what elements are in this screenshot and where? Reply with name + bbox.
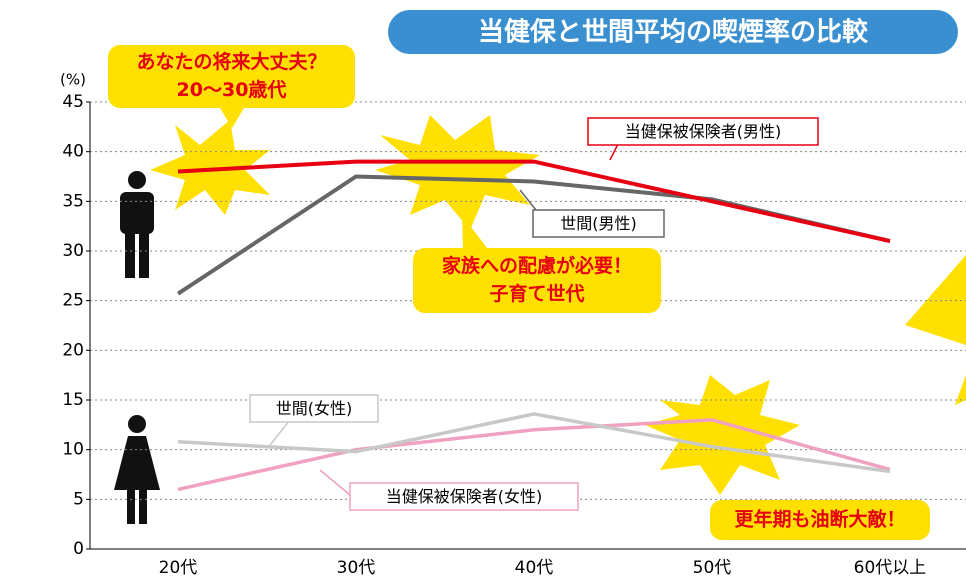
annotation-text: 家族への配慮が必要！ xyxy=(442,254,632,277)
callout-tail xyxy=(462,215,487,248)
y-tick-label: 25 xyxy=(62,291,84,311)
y-tick-label: 45 xyxy=(62,92,84,112)
title-box xyxy=(388,10,958,54)
series-line xyxy=(177,418,891,492)
legend-label: 世間(女性) xyxy=(276,399,353,418)
y-tick-label: 30 xyxy=(62,241,84,261)
annotation-box xyxy=(413,248,661,313)
y-tick-label: 40 xyxy=(62,142,84,162)
series-line xyxy=(177,159,891,244)
burst xyxy=(955,375,966,405)
x-tick-label: 30代 xyxy=(337,558,376,578)
y-tick-label: 15 xyxy=(62,390,84,410)
legend-label: 当健保被保険者(男性) xyxy=(625,122,782,141)
leader-line xyxy=(319,469,351,496)
female-icon xyxy=(114,415,160,524)
burst xyxy=(375,115,540,230)
annotation-text: 子育て世代 xyxy=(489,282,584,305)
legend-box xyxy=(532,209,665,238)
legend-box xyxy=(249,394,379,423)
x-tick-label: 60代以上 xyxy=(854,558,927,578)
leg xyxy=(139,232,149,278)
x-tick-label: 20代 xyxy=(159,558,198,578)
y-tick-label: 20 xyxy=(62,340,84,360)
legend-label: 当健保被保険者(女性) xyxy=(386,487,543,506)
y-tick-label: 10 xyxy=(62,440,84,460)
y-tick-label: 5 xyxy=(73,489,84,509)
x-tick-label: 40代 xyxy=(515,558,554,578)
burst xyxy=(150,120,270,215)
annotation-text: 更年期も油断大敵！ xyxy=(734,508,905,531)
legend-box xyxy=(349,482,579,511)
leader-line xyxy=(269,419,291,446)
annotation-box xyxy=(710,500,930,540)
leg xyxy=(125,232,135,278)
annotation-box xyxy=(108,45,355,108)
male-icon xyxy=(120,171,154,278)
x-tick-label: 50代 xyxy=(693,558,732,578)
body xyxy=(114,436,160,490)
head xyxy=(128,415,146,433)
leg xyxy=(139,488,147,524)
legend-label: 世間(男性) xyxy=(560,214,637,233)
annotation-text: 20〜30歳代 xyxy=(177,79,287,101)
callout-tail xyxy=(220,108,244,128)
y-tick-label: 0 xyxy=(73,539,84,559)
leg xyxy=(127,488,135,524)
head xyxy=(128,171,146,189)
series-line xyxy=(177,412,891,474)
annotation-text: あなたの将来大丈夫？ xyxy=(136,50,326,73)
y-tick-label: 35 xyxy=(62,191,84,211)
burst xyxy=(645,375,800,495)
legend-box xyxy=(587,117,819,146)
chart-title: 当健保と世間平均の喫煙率の比較 xyxy=(478,17,869,48)
y-axis-label: (%) xyxy=(60,71,86,89)
burst xyxy=(905,255,966,345)
body xyxy=(120,192,154,234)
